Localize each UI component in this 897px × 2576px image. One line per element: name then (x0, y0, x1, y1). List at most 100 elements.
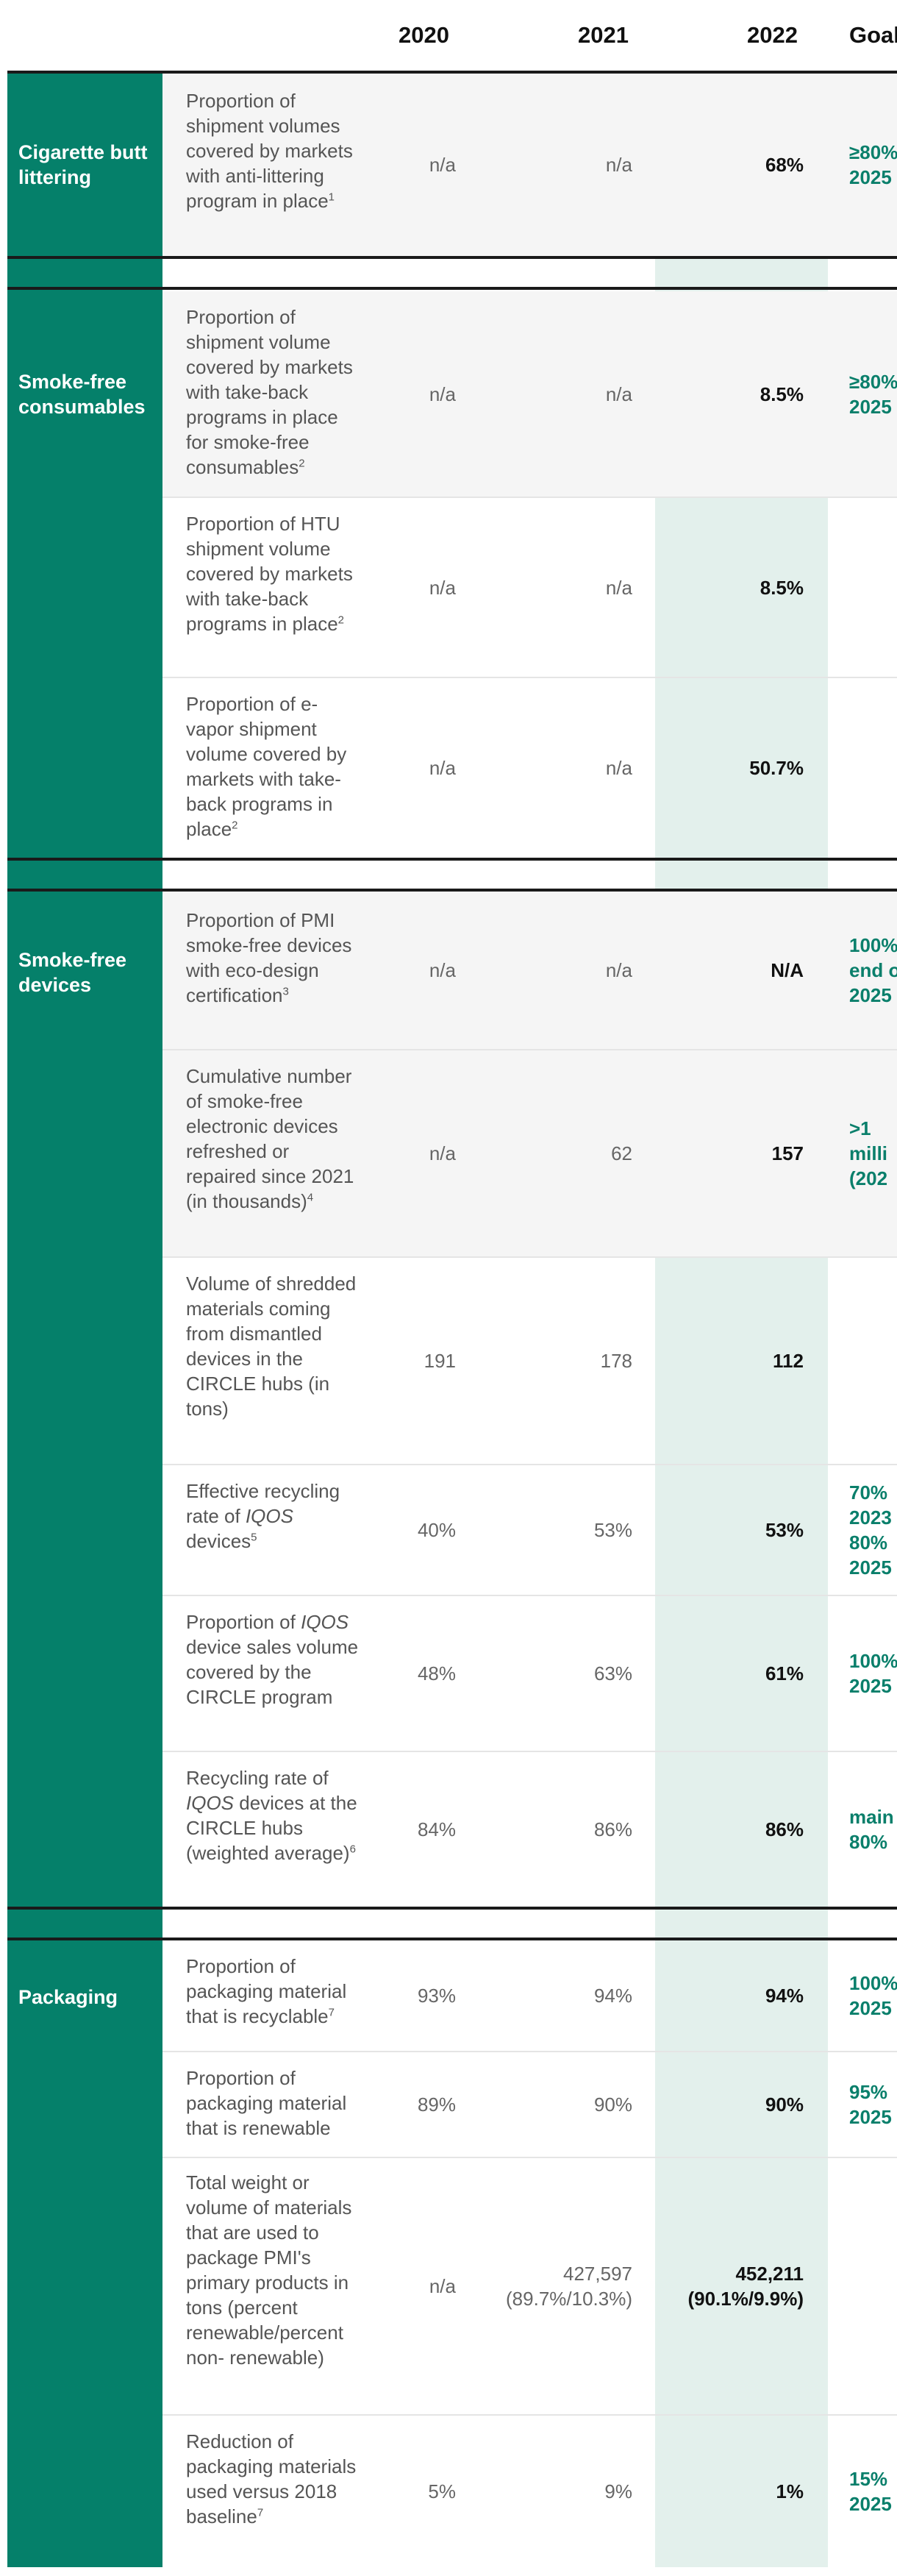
value-2021: 94% (593, 1985, 632, 2007)
header-goal: Goal (849, 22, 897, 48)
section-separator (7, 1907, 897, 1910)
metric-description: Proportion of PMI smoke-free devices wit… (186, 909, 352, 1006)
value-2021: 86% (593, 1818, 632, 1840)
value-2020: n/a (429, 2275, 456, 2297)
goal-value: >1 milli (202 (849, 1117, 888, 1189)
row-divider (162, 1049, 897, 1050)
metric-description: Volume of shredded materials coming from… (186, 1273, 357, 1420)
value-2021: 62 (611, 1142, 632, 1164)
value-2020: n/a (429, 154, 456, 176)
row-bg-2 (162, 291, 897, 497)
value-2021: n/a (605, 154, 632, 176)
value-2021: n/a (605, 757, 632, 779)
metric-description: Proportion of packaging material that is… (186, 1955, 347, 2027)
row-bg-5 (162, 892, 897, 1049)
metric-description: Proportion of HTU shipment volume covere… (186, 513, 353, 635)
row-divider (162, 2157, 897, 2158)
goal-value (849, 678, 897, 858)
header-2021: 2021 (578, 22, 629, 48)
metric-description: Recycling rate of IQOS devices at the CI… (186, 1767, 357, 1864)
goal-value: 15% 2025 (849, 2468, 892, 2515)
value-2020: 191 (424, 1350, 456, 1372)
value-2021: n/a (605, 383, 632, 405)
row-divider (162, 1464, 897, 1465)
value-2021: 90% (593, 2093, 632, 2116)
metric-description: Reduction of packaging materials used ve… (186, 2430, 357, 2527)
value-2020: 40% (417, 1519, 456, 1541)
metric-description: Proportion of packaging material that is… (186, 2067, 347, 2139)
value-2020: n/a (429, 576, 456, 599)
value-2022: 8.5% (760, 576, 804, 599)
metric-description: Cumulative number of smoke-free electron… (186, 1065, 354, 1212)
value-2021: n/a (605, 576, 632, 599)
value-2022: 90% (765, 2093, 804, 2116)
section-separator (7, 858, 897, 861)
goal-value: 100% end o 2025 (849, 934, 897, 1006)
metric-description: Effective recycling rate of IQOS devices… (186, 1480, 340, 1552)
row-divider (162, 1595, 897, 1596)
row-divider (162, 497, 897, 498)
value-2022: 68% (765, 154, 804, 176)
section-separator (7, 1938, 897, 1940)
goal-value: 100% 2025 (849, 1650, 897, 1697)
category-smoke-free-consumables: Smoke-free consumables (18, 371, 146, 418)
category-packaging: Packaging (18, 1986, 118, 2008)
value-2020: 48% (417, 1662, 456, 1684)
category-smoke-free-devices: Smoke-free devices (18, 949, 127, 996)
section-separator (7, 889, 897, 892)
row-bg-1 (162, 74, 897, 256)
value-2020: n/a (429, 959, 456, 981)
row-divider (162, 1256, 897, 1258)
table-top-rule (7, 71, 897, 74)
metric-description: Total weight or volume of materials that… (186, 2171, 352, 2369)
metric-description: Proportion of IQOS device sales volume c… (186, 1611, 359, 1708)
goal-value: ≥80% 2025 (849, 141, 897, 188)
value-2022: 112 (773, 1350, 804, 1372)
value-2022: 61% (765, 1662, 804, 1684)
value-2022: 86% (765, 1818, 804, 1840)
value-2022: 157 (771, 1142, 804, 1164)
value-2021: 178 (600, 1350, 632, 1372)
value-2020: n/a (429, 383, 456, 405)
value-2021: 9% (604, 2480, 632, 2502)
value-2020: n/a (429, 1142, 456, 1164)
value-2022: 1% (776, 2480, 804, 2502)
goal-value: main 80% (849, 1806, 894, 1853)
value-2022: 8.5% (760, 383, 804, 405)
value-2021: 53% (593, 1519, 632, 1541)
value-2020: 93% (417, 1985, 456, 2007)
goal-value: 70% 2023 80% 2025 (849, 1481, 892, 1579)
value-2021: 63% (593, 1662, 632, 1684)
value-2020: 84% (417, 1818, 456, 1840)
metric-description: Proportion of e-vapor shipment volume co… (186, 693, 347, 840)
metric-description: Proportion of shipment volume covered by… (186, 306, 353, 478)
value-2020: 5% (428, 2480, 456, 2502)
metric-description: Proportion of shipment volumes covered b… (186, 90, 353, 212)
row-bg-6 (162, 1050, 897, 1258)
value-2022: 50.7% (749, 757, 804, 779)
value-2021: 427,597 (89.7%/10.3%) (506, 2263, 632, 2310)
section-separator (7, 256, 897, 259)
value-2022: 452,211 (90.1%/9.9%) (687, 2263, 804, 2310)
header-2020: 2020 (399, 22, 449, 48)
category-cigarette-butt-littering: Cigarette butt littering (18, 141, 148, 188)
row-divider (162, 2051, 897, 2052)
goal-value (849, 498, 897, 677)
value-2020: n/a (429, 757, 456, 779)
value-2021: n/a (605, 959, 632, 981)
row-divider (162, 1751, 897, 1752)
value-2020: 89% (417, 2093, 456, 2116)
row-divider (162, 677, 897, 678)
goal-value: 100% 2025 (849, 1972, 897, 2019)
value-2022: N/A (771, 959, 804, 981)
goal-value: 95% 2025 (849, 2081, 892, 2128)
row-divider (162, 2414, 897, 2416)
section-separator (7, 287, 897, 290)
value-2022: 53% (765, 1519, 804, 1541)
goal-value (849, 2158, 897, 2414)
category-column (7, 74, 162, 2567)
value-2022: 94% (765, 1985, 804, 2007)
goal-value (849, 1258, 897, 1464)
header-2022: 2022 (747, 22, 798, 48)
goal-value: ≥80% 2025 (849, 371, 897, 418)
